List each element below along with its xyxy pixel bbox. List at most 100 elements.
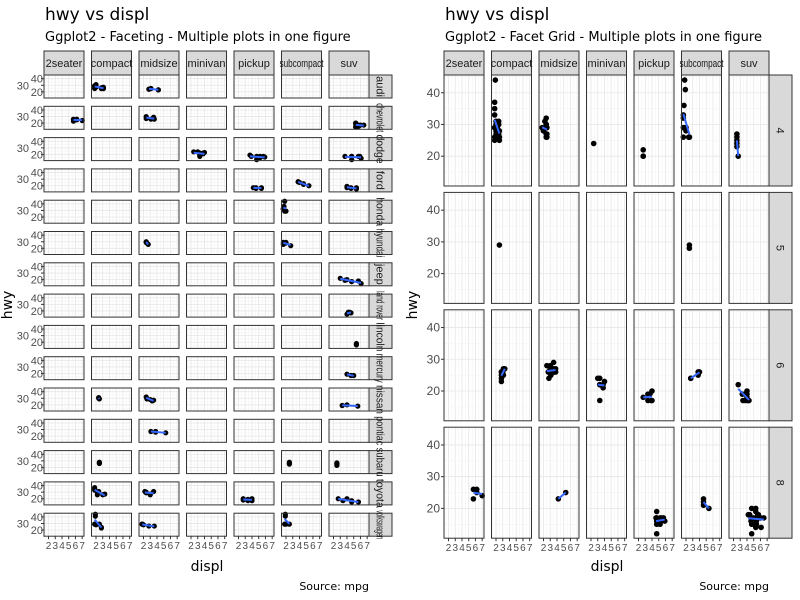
panel-background <box>281 106 322 130</box>
panel-border <box>281 512 322 537</box>
row-strip-label: toyota <box>374 479 386 509</box>
y-tick-label: 30 <box>427 352 441 366</box>
panel <box>538 309 580 422</box>
panel-background <box>281 200 322 224</box>
row-strip-label: mercury <box>374 354 386 383</box>
y-tick-label: 20 <box>31 212 43 224</box>
row-strip: 4 <box>768 74 793 187</box>
panel-background <box>186 419 227 443</box>
panel-border <box>633 74 675 187</box>
y-tick-label: 30 <box>17 362 29 374</box>
x-tick-label: 2 <box>731 543 737 554</box>
panel-border <box>233 199 275 224</box>
panel <box>233 324 275 349</box>
panel <box>281 168 322 193</box>
panel-background <box>44 168 84 192</box>
data-point <box>590 140 597 147</box>
data-point <box>746 511 753 518</box>
panel-border <box>443 74 485 187</box>
panel-border <box>138 418 180 443</box>
panel-border <box>281 356 322 381</box>
data-point <box>355 403 361 409</box>
panel-border <box>233 293 275 318</box>
row-strip: volkswagen <box>368 510 393 539</box>
panel <box>138 387 180 412</box>
panel-background <box>491 309 532 421</box>
x-tick-label: 7 <box>79 541 85 552</box>
panel-border <box>138 168 180 193</box>
x-tick-label: 7 <box>269 541 275 552</box>
x-tick-label: 5 <box>751 543 757 554</box>
x-tick-label: 2 <box>188 541 194 552</box>
panel-border <box>43 418 85 443</box>
panel-border <box>91 324 132 349</box>
panel-border <box>491 191 532 304</box>
panel-border <box>91 168 132 193</box>
y-tick-label: 20 <box>31 337 43 349</box>
panel <box>281 356 322 381</box>
panel-background <box>681 309 722 421</box>
x-tick-label: 2 <box>446 543 452 554</box>
panel-border <box>186 387 227 412</box>
row-strip-label: ford <box>374 171 386 190</box>
data-point <box>601 378 608 385</box>
panel <box>328 105 370 130</box>
panel-background <box>186 356 227 380</box>
panel-background <box>44 294 84 318</box>
panel <box>233 199 275 224</box>
panel-background <box>329 513 369 537</box>
x-tick-label: 2 <box>636 543 642 554</box>
data-point <box>353 340 360 347</box>
panel <box>138 74 180 99</box>
x-tick-label: 6 <box>473 543 479 554</box>
panel-border <box>91 356 132 381</box>
panel-background <box>139 419 179 443</box>
panel-background <box>139 513 179 537</box>
panel-border <box>43 105 85 130</box>
x-tick-label: 2 <box>588 543 594 554</box>
smooth-line <box>748 517 764 521</box>
panel-border <box>443 309 485 422</box>
col-strip: subcompact <box>280 50 324 76</box>
panel-border <box>43 512 85 537</box>
panel-background <box>444 75 484 186</box>
x-tick-label: 3 <box>595 543 601 554</box>
data-point <box>282 521 288 527</box>
panel <box>233 262 275 287</box>
panel <box>281 74 322 99</box>
panel-border <box>91 387 132 412</box>
panel-border <box>43 387 85 412</box>
panel <box>328 324 370 349</box>
panel-border <box>43 168 85 193</box>
smooth-line <box>283 518 291 525</box>
x-tick-label: 6 <box>215 541 221 552</box>
data-point <box>92 513 98 519</box>
row-strip: 8 <box>768 426 793 539</box>
smooth-line <box>193 151 205 155</box>
panel <box>233 356 275 381</box>
y-tick-label: 20 <box>31 462 43 474</box>
panel-background <box>329 325 369 349</box>
panel <box>328 137 370 163</box>
panel-background <box>234 294 274 318</box>
panel-border <box>281 168 322 193</box>
panel-background <box>681 427 722 539</box>
data-point <box>282 198 288 204</box>
panel-border <box>91 105 132 130</box>
panel-border <box>233 262 275 287</box>
panel-background <box>491 192 532 304</box>
col-strip-label: compact <box>491 58 533 70</box>
panel-border <box>233 137 275 162</box>
panel-background <box>234 262 274 286</box>
x-tick-label: 4 <box>202 541 208 552</box>
panel-background <box>281 325 322 349</box>
data-point <box>155 87 161 93</box>
x-tick-label: 6 <box>358 541 364 552</box>
panel <box>728 191 770 304</box>
panel-border <box>538 191 580 304</box>
